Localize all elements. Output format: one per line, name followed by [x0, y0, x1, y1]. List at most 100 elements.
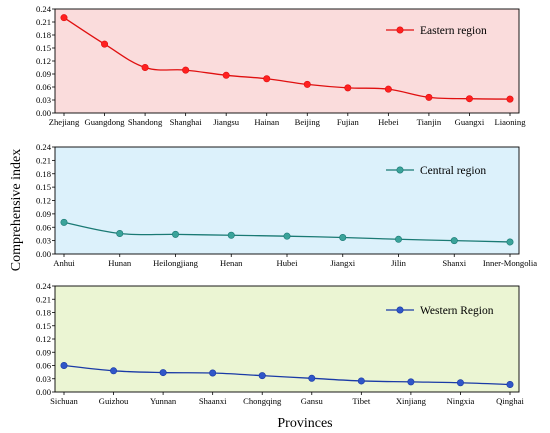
data-point: [450, 237, 458, 245]
x-tick-label: Heilongjiang: [153, 258, 199, 268]
data-point: [60, 218, 68, 226]
x-tick-label: Tianjin: [417, 117, 442, 127]
x-tick-label: Qinghai: [496, 396, 524, 406]
data-point: [456, 379, 464, 387]
data-point: [182, 66, 190, 74]
data-point: [60, 361, 68, 369]
y-tick-label: 0.15: [36, 321, 51, 331]
x-tick-label: Hubei: [276, 258, 298, 268]
y-tick-label: 0.18: [36, 308, 51, 318]
x-tick-label: Sichuan: [50, 396, 78, 406]
legend-marker: [396, 26, 404, 34]
x-tick-label: Shanxi: [442, 258, 466, 268]
x-tick-label: Shanghai: [170, 117, 203, 127]
y-tick-label: 0.03: [36, 374, 51, 384]
data-point: [60, 14, 68, 22]
x-tick-label: Yunnan: [150, 396, 177, 406]
data-point: [407, 378, 415, 386]
series-line: [63, 17, 511, 100]
data-point: [209, 369, 217, 377]
legend-marker: [396, 166, 404, 174]
y-tick-label: 0.00: [36, 387, 51, 397]
x-tick-label: Ningxia: [447, 396, 475, 406]
y-tick-label: 0.09: [36, 347, 51, 357]
data-point: [159, 369, 167, 377]
x-tick-label: Hunan: [108, 258, 132, 268]
data-point: [258, 372, 266, 380]
x-tick-label: Shandong: [128, 117, 163, 127]
chart-panels: 0.00 0.03 0.06 0.09 0.12 0.15 0.18 0.21 0.24 Zhej…: [36, 4, 537, 406]
x-tick-label: Gansu: [301, 396, 324, 406]
x-tick-label: Jiangsu: [213, 117, 239, 127]
x-tick-label: Fujian: [337, 117, 360, 127]
legend-label: Eastern region: [420, 25, 487, 37]
x-tick-label: Henan: [220, 258, 243, 268]
y-tick-label: 0.12: [36, 56, 51, 66]
x-tick-label: Liaoning: [494, 117, 526, 127]
y-tick-label: 0.21: [36, 155, 51, 165]
data-point: [172, 230, 180, 238]
x-tick-label: Chongqing: [243, 396, 282, 406]
y-tick-label: 0.21: [36, 294, 51, 304]
data-point: [384, 85, 392, 93]
data-point: [222, 71, 230, 79]
x-tick-label: Guizhou: [99, 396, 129, 406]
y-tick-label: 0.03: [36, 236, 51, 246]
y-tick-label: 0.18: [36, 30, 51, 40]
x-tick-label: Anhui: [53, 258, 75, 268]
panel-2: 0.00 0.03 0.06 0.09 0.12 0.15 0.18 0.21 0.24 Anhu…: [36, 142, 537, 268]
x-axis-title: Provinces: [277, 416, 332, 431]
x-tick-label: Shaanxi: [199, 396, 227, 406]
data-point: [465, 95, 473, 103]
y-tick-label: 0.00: [36, 249, 51, 259]
data-point: [506, 238, 514, 246]
y-tick-label: 0.09: [36, 69, 51, 79]
legend-label: Western Region: [420, 305, 494, 317]
data-point: [116, 229, 124, 237]
legend-marker: [396, 306, 404, 314]
x-tick-label: Guangxi: [455, 117, 485, 127]
data-point: [357, 377, 365, 385]
plot-area: [54, 285, 520, 393]
y-tick-label: 0.24: [36, 4, 52, 14]
y-tick-label: 0.06: [36, 82, 52, 92]
data-point: [141, 64, 149, 72]
panel-1: 0.00 0.03 0.06 0.09 0.12 0.15 0.18 0.21 0.24 Zhej…: [36, 4, 526, 127]
x-tick-label: Guangdong: [84, 117, 125, 127]
y-tick-label: 0.24: [36, 142, 52, 152]
x-tick-label: Inner-Mongolia: [483, 258, 537, 268]
data-point: [394, 235, 402, 243]
y-tick-label: 0.12: [36, 196, 51, 206]
data-point: [308, 374, 316, 382]
x-tick-label: Jilin: [391, 258, 407, 268]
y-tick-label: 0.06: [36, 222, 52, 232]
panel-3: 0.00 0.03 0.06 0.09 0.12 0.15 0.18 0.21 0.24 Sich…: [36, 281, 525, 406]
data-point: [227, 231, 235, 239]
x-tick-label: Beijing: [295, 117, 321, 127]
x-tick-label: Zhejiang: [49, 117, 80, 127]
data-point: [303, 80, 311, 88]
data-point: [425, 93, 433, 101]
x-tick-label: Tibet: [352, 396, 370, 406]
y-tick-label: 0.03: [36, 95, 51, 105]
legend-label: Central region: [420, 165, 486, 177]
x-tick-label: Xinjiang: [396, 396, 427, 406]
y-tick-label: 0.00: [36, 108, 51, 118]
y-tick-label: 0.21: [36, 17, 51, 27]
data-point: [339, 234, 347, 242]
data-point: [506, 95, 514, 103]
y-tick-label: 0.15: [36, 182, 51, 192]
y-tick-label: 0.12: [36, 334, 51, 344]
data-point: [110, 367, 118, 375]
x-tick-label: Jiangxi: [330, 258, 355, 268]
y-tick-label: 0.06: [36, 361, 52, 371]
data-point: [506, 380, 514, 388]
series-line: [63, 364, 511, 386]
x-tick-label: Hainan: [254, 117, 280, 127]
y-tick-label: 0.09: [36, 209, 51, 219]
y-axis-title: Comprehensive index: [9, 149, 24, 271]
data-point: [263, 75, 271, 83]
x-tick-label: Hebei: [378, 117, 399, 127]
data-point: [283, 232, 291, 240]
